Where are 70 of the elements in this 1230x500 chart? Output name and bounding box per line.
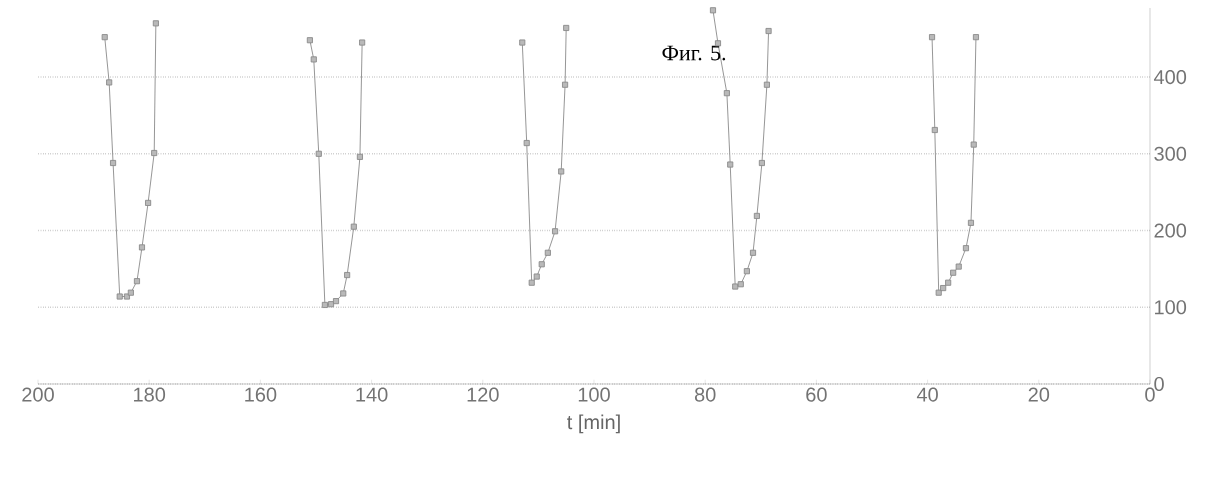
point [763,81,770,88]
point [151,149,158,157]
point [753,212,760,219]
point [145,199,152,206]
point [310,56,317,63]
point [350,223,357,230]
point [116,293,123,300]
point [743,268,750,275]
point [967,219,975,226]
x-tick-label: 40 [916,387,938,402]
point [737,281,744,288]
point [727,161,734,168]
point [152,20,159,27]
x-tick-label: 120 [467,387,499,402]
point [765,27,772,35]
x-tick-label: 140 [356,387,388,402]
point [749,249,757,256]
point [945,279,952,286]
point [533,273,540,280]
point [106,79,113,86]
point [562,81,569,88]
point [732,283,739,290]
y-tick-label: 0 [1154,376,1164,392]
point [758,159,765,167]
text: Фиг. 5. [662,45,726,61]
point [306,37,313,44]
point [563,24,570,31]
point [332,298,340,305]
x-tick-label: 80 [694,387,716,402]
point [344,271,351,279]
x-tick-label: 200 [22,387,54,402]
point [552,228,559,235]
x-tick-label: 60 [806,387,827,402]
y-tick-label: 300 [1154,146,1187,161]
x-tick-label: 180 [134,387,166,402]
y-tick-label: 100 [1155,300,1187,315]
point [931,126,938,134]
point [356,153,363,160]
point [928,34,936,41]
point [538,261,545,268]
point [940,285,947,292]
point [519,39,526,46]
point [950,269,957,276]
y-tick-label: 400 [1153,69,1187,85]
y-tick-label: 200 [1154,223,1187,238]
point [528,279,535,286]
point [955,263,962,270]
point [935,289,942,296]
x-tick-label: 100 [578,387,610,402]
point [962,245,970,252]
point [972,34,980,41]
point [315,150,322,157]
x-tick-label: 160 [245,387,277,402]
point [970,141,977,148]
point [138,244,146,251]
point [558,168,565,175]
point [723,90,730,97]
point [110,159,117,167]
point [127,289,134,296]
point [321,301,328,308]
x-axis-title: t [min] [567,414,620,434]
point [523,140,530,147]
point [340,290,347,297]
point [327,301,335,308]
x-tick-label: 20 [1028,387,1050,402]
point [544,249,551,256]
point [101,34,108,41]
point [359,39,366,46]
point [709,7,717,14]
point [133,278,141,285]
